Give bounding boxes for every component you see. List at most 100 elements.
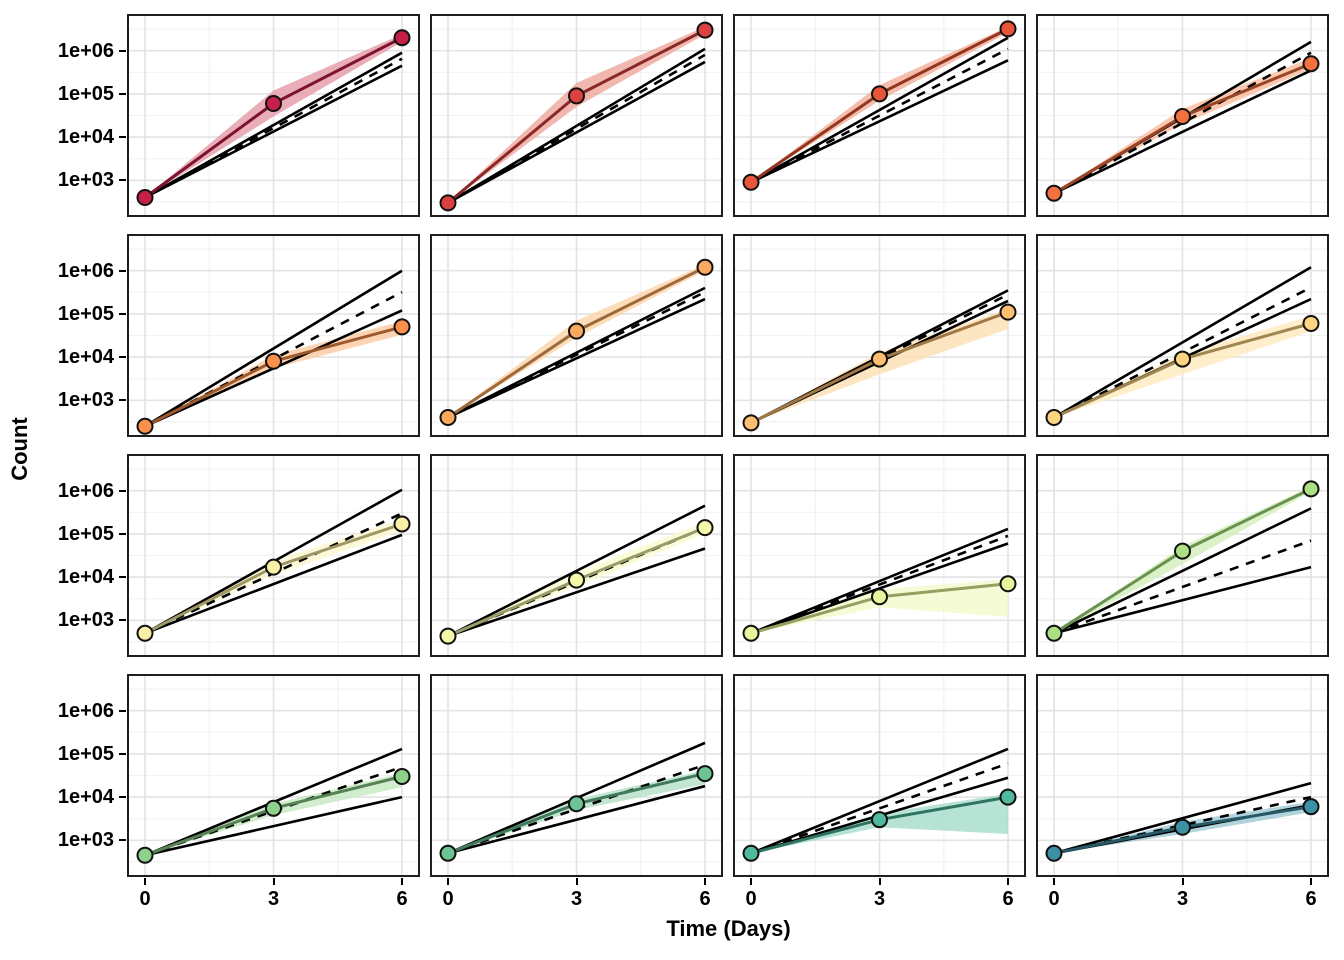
facet-plot bbox=[1036, 674, 1329, 877]
facet-panel-r4-c4 bbox=[1036, 674, 1329, 877]
fan-mid-dashed-line bbox=[1053, 51, 1312, 195]
data-point bbox=[742, 414, 760, 432]
data-point bbox=[1302, 314, 1320, 332]
y-tick-mark bbox=[119, 269, 126, 272]
fan-mid-dashed-line bbox=[447, 763, 706, 855]
fan-lower-line bbox=[447, 60, 706, 205]
data-point bbox=[999, 575, 1017, 593]
panel-border bbox=[430, 454, 723, 657]
confidence-ribbon bbox=[751, 26, 1008, 183]
facet-panel-r2-c1 bbox=[127, 234, 420, 437]
confidence-ribbon bbox=[1054, 486, 1311, 634]
y-tick-mark bbox=[119, 312, 126, 315]
data-point bbox=[696, 21, 714, 39]
facet-plot bbox=[430, 234, 723, 437]
data-point bbox=[999, 20, 1017, 38]
facet-panel-r2-c4 bbox=[1036, 234, 1329, 437]
panel-border bbox=[430, 14, 723, 217]
data-point bbox=[393, 767, 411, 785]
data-point bbox=[568, 795, 585, 813]
panel-border bbox=[1036, 14, 1329, 217]
panel-border bbox=[430, 234, 723, 437]
fan-upper-line bbox=[750, 36, 1009, 184]
y-tick-label: 1e+06 bbox=[57, 39, 114, 62]
data-point bbox=[696, 519, 714, 537]
x-tick-mark bbox=[1007, 878, 1009, 885]
facet-panel-r1-c4 bbox=[1036, 14, 1329, 217]
data-point bbox=[1174, 542, 1191, 560]
panel-border bbox=[733, 234, 1026, 437]
data-point bbox=[742, 844, 760, 862]
facet-plot bbox=[1036, 14, 1329, 217]
data-point bbox=[439, 408, 457, 426]
x-tick-mark bbox=[272, 878, 275, 885]
fan-lower-line bbox=[1053, 69, 1312, 195]
panel-border bbox=[1036, 234, 1329, 437]
facet-plot bbox=[430, 14, 723, 217]
data-point bbox=[439, 194, 457, 212]
fan-upper-line bbox=[144, 269, 403, 428]
x-tick-label: 6 bbox=[396, 888, 408, 910]
x-tick-mark bbox=[144, 878, 146, 885]
facet-plot bbox=[733, 454, 1026, 657]
facet-panel-r1-c3 bbox=[733, 14, 1026, 217]
data-point bbox=[568, 571, 585, 589]
facet-plot bbox=[127, 674, 420, 877]
x-tick-mark bbox=[1181, 878, 1184, 885]
fan-upper-line bbox=[447, 286, 706, 419]
x-tick-label: 3 bbox=[1176, 888, 1189, 910]
fan-lower-line bbox=[447, 784, 706, 855]
y-tick-mark bbox=[119, 489, 126, 492]
facet-panel-r2-c3 bbox=[733, 234, 1026, 437]
panel-border bbox=[430, 674, 723, 877]
x-tick-mark bbox=[750, 878, 752, 885]
facet-panel-r4-c3 bbox=[733, 674, 1026, 877]
facet-plot bbox=[733, 234, 1026, 437]
data-point bbox=[136, 846, 154, 864]
y-tick-mark bbox=[119, 179, 126, 182]
y-tick-mark bbox=[119, 752, 126, 755]
facet-plot bbox=[127, 234, 420, 437]
facet-panel-r3-c4 bbox=[1036, 454, 1329, 657]
y-tick-label: 1e+03 bbox=[57, 389, 114, 412]
fan-lower-line bbox=[447, 297, 706, 419]
y-tick-label: 1e+04 bbox=[57, 566, 114, 589]
y-tick-label: 1e+05 bbox=[57, 82, 114, 105]
x-tick-label: 0 bbox=[442, 888, 454, 910]
data-point bbox=[871, 588, 888, 606]
panel-border bbox=[1036, 454, 1329, 657]
y-tick-mark bbox=[119, 709, 126, 712]
data-point bbox=[265, 352, 282, 370]
x-tick-mark bbox=[1053, 878, 1055, 885]
panel-border bbox=[127, 454, 420, 657]
y-tick-label: 1e+06 bbox=[57, 479, 114, 502]
fan-mid-dashed-line bbox=[750, 762, 1009, 855]
facet-plot bbox=[733, 14, 1026, 217]
facet-panel-r1-c2 bbox=[430, 14, 723, 217]
fan-lower-line bbox=[1053, 565, 1312, 635]
x-tick-label: 0 bbox=[139, 888, 151, 910]
fan-mid-dashed-line bbox=[144, 765, 403, 857]
facet-panel-r2-c2 bbox=[430, 234, 723, 437]
x-tick-label: 0 bbox=[1048, 888, 1060, 910]
fan-upper-line bbox=[1053, 266, 1312, 419]
confidence-ribbon bbox=[145, 321, 402, 427]
fan-mid-dashed-line bbox=[144, 57, 403, 199]
y-tick-mark bbox=[119, 136, 126, 139]
panel-border bbox=[127, 14, 420, 217]
facet-plot bbox=[733, 674, 1026, 877]
y-tick-mark bbox=[119, 839, 126, 842]
fan-upper-line bbox=[447, 504, 706, 638]
data-point bbox=[696, 765, 714, 783]
data-point bbox=[136, 624, 154, 642]
confidence-ribbon bbox=[448, 770, 705, 854]
y-tick-mark bbox=[119, 532, 126, 535]
y-tick-mark bbox=[119, 49, 126, 52]
x-tick-label: 3 bbox=[873, 888, 886, 910]
data-point bbox=[393, 515, 411, 533]
x-tick-mark bbox=[878, 878, 881, 885]
facet-plot bbox=[1036, 234, 1329, 437]
x-tick-mark bbox=[575, 878, 578, 885]
data-point bbox=[1045, 624, 1063, 642]
